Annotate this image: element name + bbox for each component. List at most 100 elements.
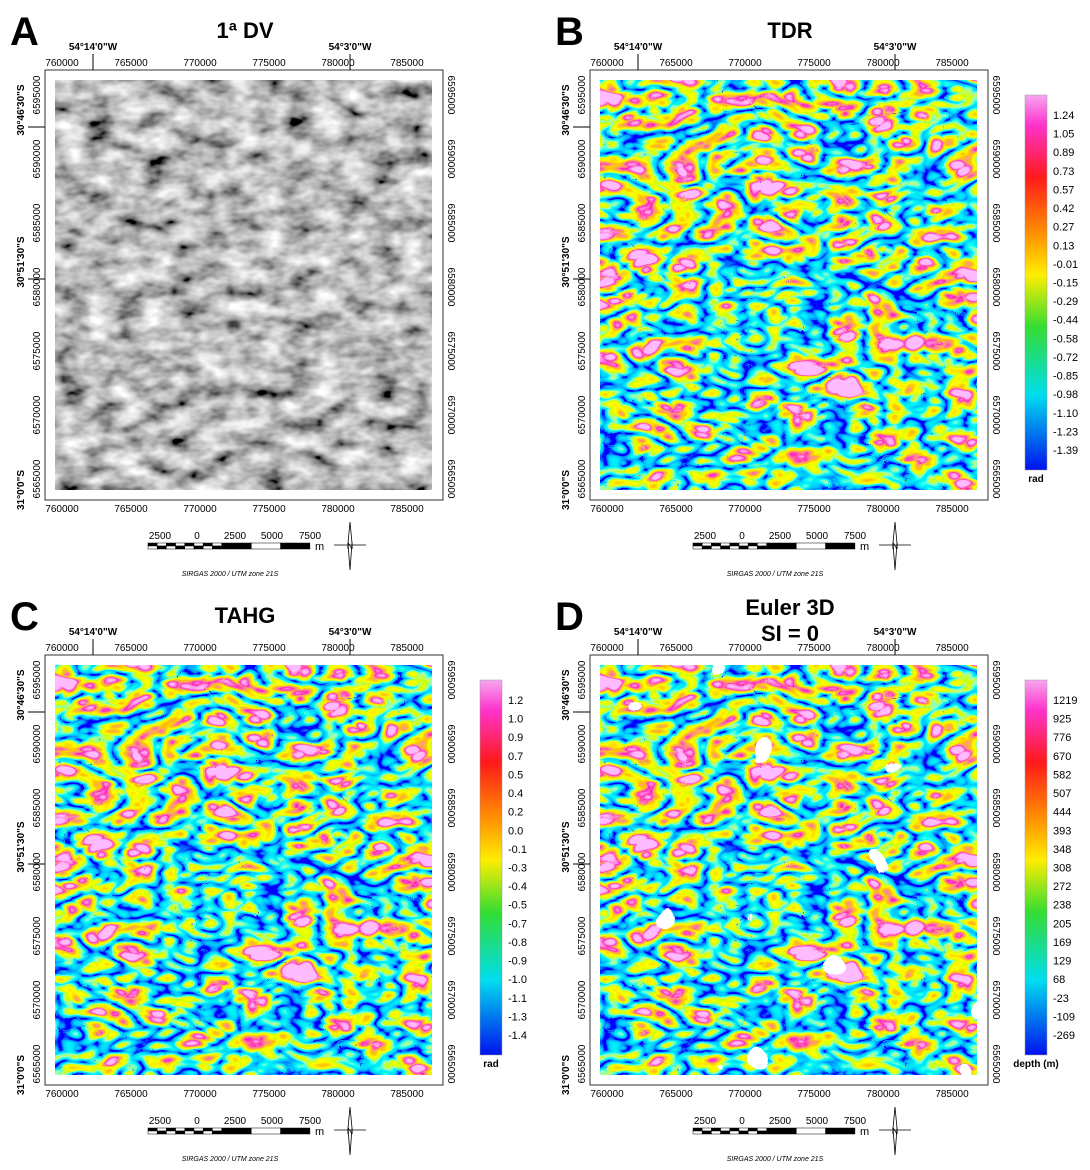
scale-segment [166,545,176,550]
colorbar-label: 776 [1053,732,1071,744]
colorbar-label: -1.23 [1053,426,1078,438]
scale-segment [747,545,758,550]
easting-label: 775000 [252,1089,286,1100]
scale-label: 5000 [806,1116,829,1127]
easting-label: 775000 [797,58,831,69]
map-image [55,80,432,490]
easting-label: 760000 [590,643,624,654]
north-label: N [347,1126,354,1136]
scale-label: 2500 [694,1116,717,1127]
scale-segment [729,545,740,550]
colorbar-label: 238 [1053,900,1071,912]
scale-unit: m [860,541,869,553]
colorbar-label: -0.5 [508,900,527,912]
panel-title: 1ª DV [216,18,273,43]
northing-label: 6585000 [445,204,456,243]
colorbar-label: 670 [1053,751,1071,763]
scale-segment [184,1130,195,1135]
easting-label: 775000 [797,504,831,515]
northing-label: 6595000 [577,75,588,114]
crs-label: SIRGAS 2000 / UTM zone 21S [182,571,279,578]
scale-segment [202,542,213,547]
easting-label: 780000 [321,58,355,69]
north-label: N [892,1126,899,1136]
scale-segment [193,1127,204,1132]
easting-label: 760000 [590,504,624,515]
longitude-label: 54°3'0"W [329,42,372,53]
easting-label: 785000 [390,504,424,515]
northing-label: 6565000 [990,1045,1001,1084]
scale-label: 7500 [299,1116,322,1127]
easting-label: 760000 [45,643,79,654]
scale-segment [184,1127,195,1132]
northing-label: 6580000 [445,268,456,307]
northing-label: 6575000 [445,917,456,956]
easting-label: 760000 [45,504,79,515]
colorbar-label: -1.0 [508,974,527,986]
easting-label: 780000 [866,1089,900,1100]
colorbar-label: 1.24 [1053,110,1074,122]
scale-segment [175,1130,186,1135]
crs-label: SIRGAS 2000 / UTM zone 21S [727,571,824,578]
scale-segment [156,1127,167,1132]
scale-segment [729,542,740,547]
scale-segment [757,545,767,550]
latitude-label: 31°0'0"S [561,470,572,510]
colorbar-unit: rad [483,1059,499,1070]
scale-segment [193,542,204,547]
colorbar [1024,679,1048,1056]
northing-label: 6590000 [577,724,588,763]
north-arrow: N [879,1106,911,1156]
scale-label: 0 [739,531,745,542]
northing-label: 6595000 [445,661,456,700]
colorbar-label: -0.98 [1053,389,1078,401]
northing-label: 6580000 [32,852,43,891]
easting-label: 785000 [935,643,969,654]
northing-label: 6565000 [990,460,1001,499]
easting-label: 775000 [252,58,286,69]
panel-title: TDR [767,18,812,43]
easting-label: 765000 [659,504,693,515]
easting-label: 780000 [866,58,900,69]
north-arrow-shape [892,1106,898,1156]
longitude-label: 54°3'0"W [874,627,917,638]
crs-label: SIRGAS 2000 / UTM zone 21S [727,1156,824,1163]
northing-label: 6595000 [32,75,43,114]
colorbar-label: -23 [1053,993,1069,1005]
northing-label: 6570000 [445,981,456,1020]
easting-label: 775000 [797,643,831,654]
scale-label: 2500 [769,531,792,542]
colorbar-label: 129 [1053,956,1071,968]
northing-label: 6565000 [577,459,588,498]
northing-label: 6590000 [577,139,588,178]
colorbar-label: -0.44 [1053,315,1078,327]
colorbar-label: 0.4 [508,788,523,800]
latitude-label: 30°51'30"S [16,821,27,872]
scale-segment [251,1127,281,1135]
panel-letter: B [555,10,584,54]
northing-label: 6595000 [990,76,1001,115]
scale-segment [147,542,158,547]
map-image [55,665,432,1075]
northing-label: 6590000 [990,140,1001,179]
colorbar-label: -0.4 [508,881,527,893]
scale-segment [156,542,167,547]
colorbar-label: 0.5 [508,769,523,781]
northing-label: 6585000 [577,788,588,827]
northing-label: 6565000 [32,459,43,498]
latitude-label: 30°46'30"S [561,669,572,720]
colorbar-label: -1.4 [508,1030,527,1042]
scale-segment [156,1130,167,1135]
colorbar-label: 1.0 [508,714,523,726]
scale-segment [692,542,703,547]
scale-segment [202,545,213,550]
colorbar-unit: rad [1028,474,1044,485]
northing-label: 6580000 [990,268,1001,307]
colorbar-label: -0.01 [1053,259,1078,271]
scale-label: 5000 [261,1116,284,1127]
panel-letter: D [555,595,584,639]
easting-label: 765000 [114,504,148,515]
colorbar-label: -0.9 [508,956,527,968]
scale-segment [796,1127,826,1135]
panel-subtitle: SI = 0 [761,621,819,646]
